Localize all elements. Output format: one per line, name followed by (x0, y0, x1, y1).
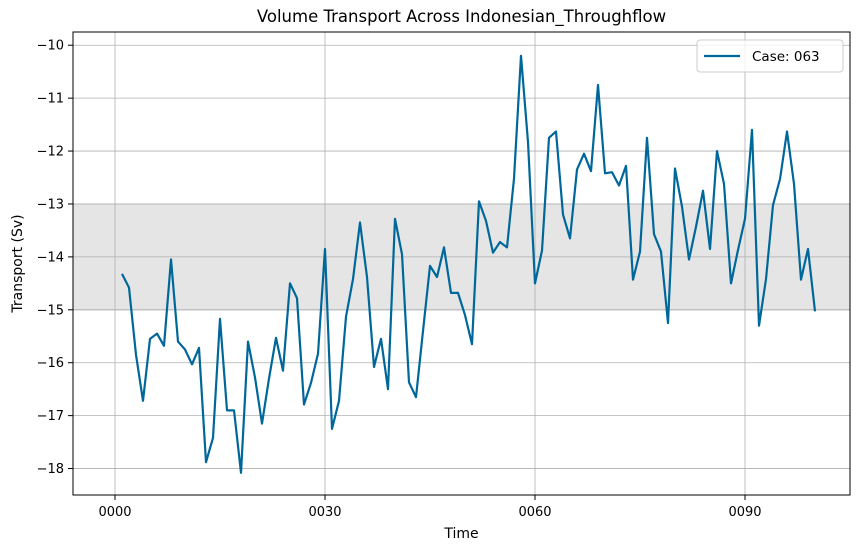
y-tick-label: −12 (37, 145, 64, 160)
y-tick-label: −17 (37, 409, 64, 424)
x-tick-label: 0030 (308, 505, 341, 520)
plot-frame (72, 31, 851, 496)
y-tick-label: −18 (37, 462, 64, 477)
y-tick-label: −16 (37, 356, 64, 371)
tick-layer: 0000 0030 0060 0090 −18 −17 −16 −15 −14 −13 −12 −11… (37, 39, 762, 520)
x-axis-label: Time (443, 526, 478, 542)
y-tick-label: −13 (37, 197, 64, 212)
series-layer (121, 54, 817, 474)
y-tick-label: −11 (37, 92, 64, 107)
legend-box (696, 39, 844, 73)
y-tick-label: −10 (37, 39, 64, 54)
x-tick-label: 0000 (98, 505, 131, 520)
legend-label: Case: 063 (752, 49, 820, 65)
chart-title: Volume Transport Across Indonesian_Throu… (257, 7, 666, 27)
legend: Case: 063 (696, 39, 844, 73)
x-tick-label: 0090 (728, 505, 761, 520)
x-tick-label: 0060 (518, 505, 551, 520)
y-tick-label: −14 (37, 250, 64, 265)
series-line-case-063 (121, 54, 817, 474)
y-tick-label: −15 (37, 303, 64, 318)
y-axis-label: Transport (Sv) (10, 214, 26, 313)
